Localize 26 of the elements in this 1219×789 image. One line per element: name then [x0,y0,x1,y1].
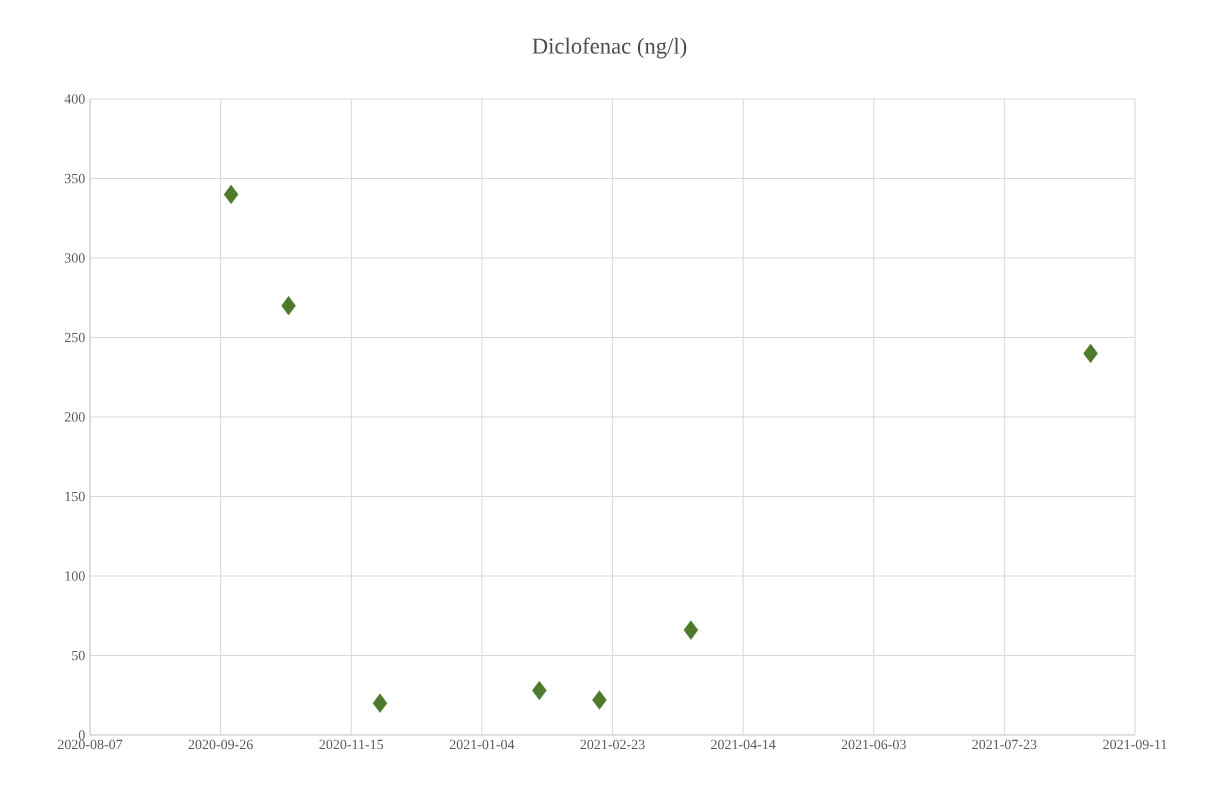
x-tick-label: 2021-04-14 [711,739,776,750]
y-tick-label: 200 [64,412,85,422]
point [281,296,296,316]
point [532,680,547,701]
chart-title: Diclofenac (ng/l) [532,37,687,59]
point [223,184,239,204]
x-tick-label: 2021-01-04 [449,739,515,750]
x-tick-label: 2020-09-26 [188,739,253,750]
y-tick-label: 400 [64,94,85,104]
y-tick-label: 300 [64,253,85,263]
x-tick-label: 2021-09-11 [1103,739,1167,750]
point [592,690,607,710]
y-tick-label: 150 [65,491,85,502]
x-tick-label: 2021-07-23 [972,739,1037,750]
point [683,620,699,640]
y-tick-label: 350 [64,173,85,184]
y-tick-label: 50 [72,650,85,661]
x-tick-label: 2021-02-23 [580,739,645,750]
point [372,693,388,713]
y-tick-label: 0 [78,730,85,740]
x-tick-label: 2020-08-07 [57,739,123,750]
y-tick-label: 250 [64,332,85,343]
x-tick-label: 2020-11-15 [319,739,384,750]
y-tick-label: 100 [65,571,85,581]
x-tick-label: 2021-06-03 [841,739,906,750]
point [1083,343,1098,363]
